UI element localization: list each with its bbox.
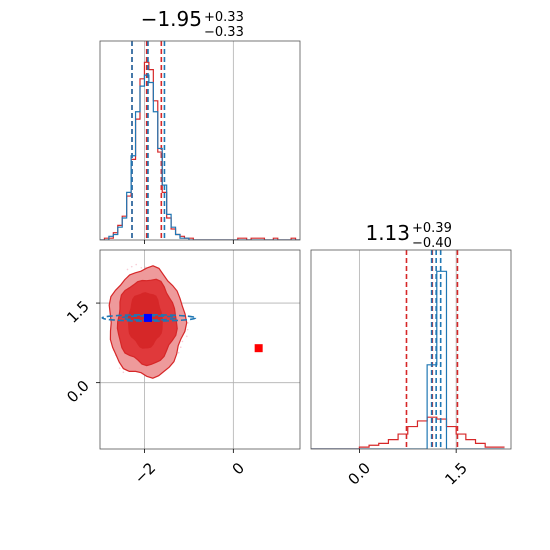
joint-xtick-label: 0 — [229, 459, 248, 478]
joint-marker — [144, 313, 152, 322]
joint-sample-dot — [185, 335, 188, 338]
joint-marker — [254, 344, 263, 353]
joint-sample-dot — [177, 351, 180, 354]
title-param1-minus: −0.33 — [204, 25, 244, 40]
histogram-panel-param2-frame — [310, 249, 512, 450]
joint-sample-dot — [179, 346, 182, 349]
title-param2-value: 1.13 — [365, 221, 410, 245]
param1-hist-step — [100, 74, 300, 240]
joint-sample-dot — [135, 263, 138, 266]
histogram-panel-param1-frame — [99, 40, 301, 241]
joint-xtick-label: −2 — [131, 459, 159, 487]
param2-hist-step — [311, 270, 505, 449]
joint-sample-dot — [181, 340, 184, 343]
title-param1-plus: +0.33 — [204, 10, 244, 25]
joint-ytick-label: 0.0 — [63, 377, 93, 407]
param2-xtick-label: 0.0 — [345, 459, 375, 489]
param2-xtick-label: 1.5 — [441, 459, 471, 489]
histogram-panel-param1: −1.95 +0.33 −0.33 — [99, 7, 301, 244]
joint-sample-dot — [130, 265, 133, 268]
joint-sample-dot — [118, 367, 121, 369]
joint-contour-panel: −2 0 0.0 1.5 — [63, 249, 301, 487]
joint-sample-dot — [140, 267, 143, 269]
histogram-panel-param2: 0.0 1.5 1.13 +0.39 −0.40 — [310, 221, 512, 489]
param2-hist-step — [311, 416, 505, 449]
joint-sample-dot — [122, 371, 125, 374]
joint-blue-contour-level — [121, 315, 177, 321]
joint-sample-dot — [126, 268, 129, 271]
param1-hist-step — [100, 61, 300, 240]
joint-sample-dot — [186, 328, 189, 331]
joint-sample-dot — [144, 266, 147, 269]
title-param1-value: −1.95 — [141, 7, 202, 31]
joint-ytick-label: 1.5 — [63, 297, 93, 327]
title-param2-minus: −0.40 — [412, 236, 452, 251]
title-param2-plus: +0.39 — [412, 221, 452, 236]
joint-contour-panel-frame — [99, 249, 301, 450]
joint-sample-dot — [187, 322, 189, 324]
